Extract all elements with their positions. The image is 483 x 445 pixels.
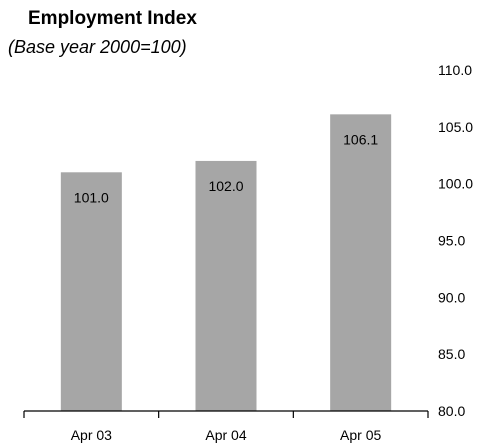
bar-value-label: 106.1 bbox=[343, 131, 378, 147]
bar-apr-04 bbox=[195, 160, 257, 411]
y-tick-label: 95.0 bbox=[438, 233, 465, 249]
x-tick-label: Apr 03 bbox=[71, 427, 112, 443]
y-tick-label: 90.0 bbox=[438, 289, 465, 305]
bar-value-label: 102.0 bbox=[208, 178, 243, 194]
chart-title: Employment Index bbox=[28, 8, 197, 29]
bar-apr-05 bbox=[330, 114, 392, 411]
y-tick-label: 100.0 bbox=[438, 176, 473, 192]
x-tick-label: Apr 04 bbox=[205, 427, 246, 443]
x-tick-group bbox=[23, 411, 429, 418]
chart-subtitle: (Base year 2000=100) bbox=[8, 37, 187, 57]
y-tick-label: 80.0 bbox=[438, 403, 465, 419]
value-label-group: 101.0 102.0 106.1 bbox=[74, 131, 379, 205]
bar-value-label: 101.0 bbox=[74, 189, 109, 205]
bar-apr-03 bbox=[60, 172, 122, 411]
y-label-group: 80.0 85.0 90.0 95.0 100.0 105.0 110.0 bbox=[438, 62, 473, 419]
bar-group bbox=[60, 114, 392, 411]
y-tick-label: 110.0 bbox=[438, 62, 472, 78]
x-label-group: Apr 03 Apr 04 Apr 05 bbox=[71, 427, 382, 443]
x-tick-label: Apr 05 bbox=[340, 427, 381, 443]
y-tick-label: 85.0 bbox=[438, 346, 465, 362]
y-tick-label: 105.0 bbox=[438, 119, 473, 135]
